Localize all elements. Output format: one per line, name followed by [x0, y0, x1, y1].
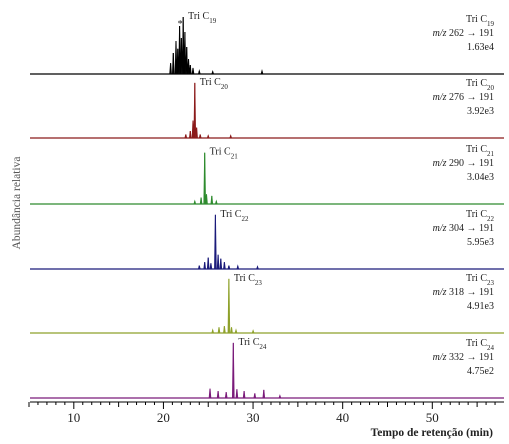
trace-transition: m/z 290 → 191 — [433, 158, 494, 169]
trace-scale: 5.95e3 — [467, 237, 494, 248]
trace-title: Tri C21 — [466, 144, 495, 158]
trace-title-subscript: 21 — [487, 150, 495, 158]
trace-title-text: Tri C — [466, 144, 487, 155]
peak-label-subscript: 24 — [259, 343, 267, 351]
peak-label: Tri C20 — [200, 77, 229, 91]
trace-scale: 4.75e2 — [467, 366, 494, 377]
trace-title-subscript: 19 — [487, 20, 495, 28]
mz-prefix: m/z — [433, 28, 447, 39]
peak-label-text: Tri C — [234, 273, 255, 284]
trace-title: Tri C23 — [466, 273, 495, 287]
mz-prefix: m/z — [433, 352, 447, 363]
peak-label: Tri C22 — [220, 209, 249, 223]
trace-scale: 3.92e3 — [467, 106, 494, 117]
mz-prefix: m/z — [433, 287, 447, 298]
trace-title-text: Tri C — [466, 78, 487, 89]
x-axis-label: Tempo de retenção (min) — [371, 427, 494, 439]
trace-title: Tri C22 — [466, 209, 495, 223]
peak-label-text: Tri C — [210, 147, 231, 158]
peak-star: * — [178, 19, 183, 30]
trace-transition: m/z 332 → 191 — [433, 352, 494, 363]
peak-label: Tri C21 — [210, 147, 239, 161]
x-tick-label: 40 — [336, 410, 349, 425]
trace-scale: 1.63e4 — [467, 42, 494, 53]
trace-scale: 3.04e3 — [467, 172, 494, 183]
trace-title-subscript: 24 — [487, 344, 495, 352]
mz-value: 276 → 191 — [449, 92, 494, 103]
trace-title-subscript: 20 — [487, 84, 495, 92]
x-axis-ticks: 10 20 30 40 50 — [28, 402, 496, 425]
mz-value: 332 → 191 — [449, 352, 494, 363]
trace-line — [30, 152, 504, 205]
mz-prefix: m/z — [433, 223, 447, 234]
trace-title-text: Tri C — [466, 209, 487, 220]
x-tick-label: 50 — [426, 410, 439, 425]
peak-label-text: Tri C — [200, 77, 221, 88]
y-axis-label: Abundância relativa — [11, 157, 23, 250]
trace-title-subscript: 22 — [487, 215, 495, 223]
mz-value: 290 → 191 — [449, 158, 494, 169]
trace-transition: m/z 262 → 191 — [433, 28, 494, 39]
trace-transition: m/z 304 → 191 — [433, 223, 494, 234]
peak-label-text: Tri C — [238, 337, 259, 348]
peak-label: Tri C19 — [188, 11, 217, 25]
mz-prefix: m/z — [433, 92, 447, 103]
mz-value: 318 → 191 — [449, 287, 494, 298]
peak-label-subscript: 20 — [221, 83, 229, 91]
trace-transition: m/z 318 → 191 — [433, 287, 494, 298]
trace-title-text: Tri C — [466, 14, 487, 25]
trace-line — [30, 16, 504, 75]
trace-title: Tri C19 — [466, 14, 495, 28]
trace-title-subscript: 23 — [487, 279, 495, 287]
peak-label-text: Tri C — [188, 11, 209, 22]
trace-title: Tri C24 — [466, 338, 495, 352]
peak-label-subscript: 19 — [209, 17, 217, 25]
trace-title-text: Tri C — [466, 338, 487, 349]
mz-value: 304 → 191 — [449, 223, 494, 234]
peak-label: Tri C24 — [238, 337, 267, 351]
trace-title: Tri C20 — [466, 78, 495, 92]
x-axis: 10 20 30 40 50 — [28, 401, 504, 425]
peak-label-subscript: 23 — [255, 279, 263, 287]
peak-label-subscript: 21 — [231, 153, 239, 161]
trace-title-text: Tri C — [466, 273, 487, 284]
peak-label: Tri C23 — [234, 273, 263, 287]
peak-label-text: Tri C — [220, 209, 241, 220]
x-tick-label: 20 — [157, 410, 170, 425]
peak-label-subscript: 22 — [241, 215, 249, 223]
mz-value: 262 → 191 — [449, 28, 494, 39]
trace-line — [30, 82, 504, 139]
trace-transition: m/z 276 → 191 — [433, 92, 494, 103]
mz-prefix: m/z — [433, 158, 447, 169]
x-tick-label: 10 — [67, 410, 80, 425]
trace-scale: 4.91e3 — [467, 301, 494, 312]
x-tick-label: 30 — [247, 410, 260, 425]
